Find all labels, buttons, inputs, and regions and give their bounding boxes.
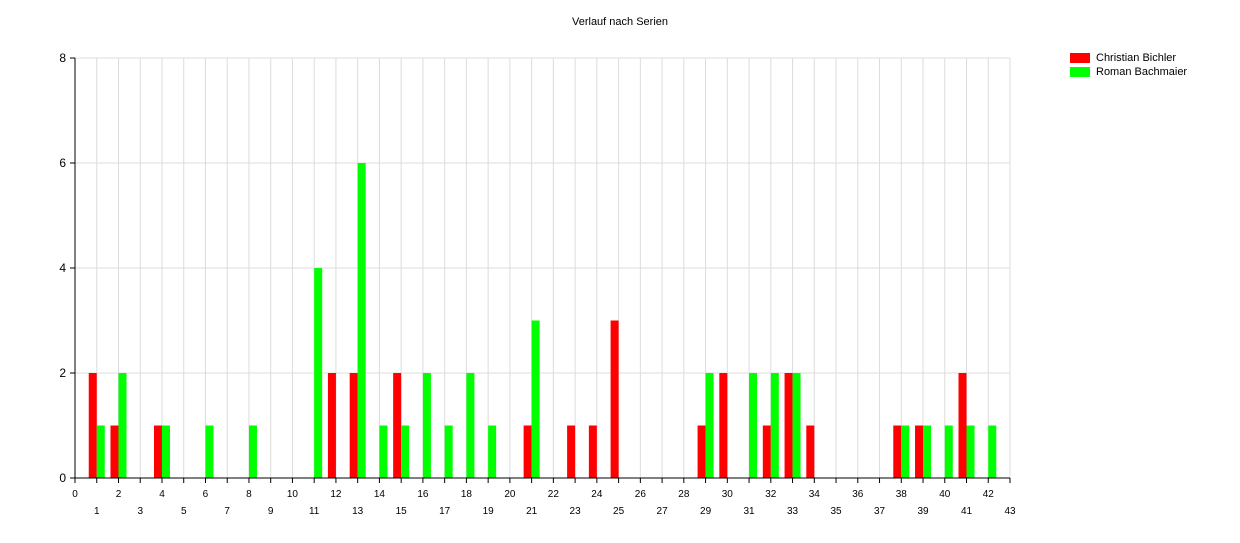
x-tick-label: 27 [657, 506, 669, 517]
bar-christian-bichler [349, 373, 358, 478]
x-tick-label: 21 [526, 506, 538, 517]
bar-roman-bachmaier [966, 425, 975, 478]
bar-christian-bichler [893, 425, 902, 478]
bar-christian-bichler [393, 373, 402, 478]
y-tick-label: 2 [59, 366, 66, 380]
x-tick-label: 26 [635, 489, 647, 500]
x-tick-label: 10 [287, 489, 299, 500]
bar-roman-bachmaier [488, 425, 497, 478]
x-tick-label: 18 [461, 489, 473, 500]
bar-christian-bichler [762, 425, 771, 478]
bar-roman-bachmaier [705, 373, 714, 478]
x-tick-label: 12 [330, 489, 342, 500]
bar-roman-bachmaier [401, 425, 410, 478]
x-tick-label: 4 [159, 489, 165, 500]
x-tick-label: 5 [181, 506, 187, 517]
x-tick-label: 40 [939, 489, 951, 500]
x-tick-label: 36 [852, 489, 864, 500]
x-tick-label: 8 [246, 489, 252, 500]
x-tick-label: 38 [896, 489, 908, 500]
bar-roman-bachmaier [422, 373, 431, 478]
bar-christian-bichler [327, 373, 336, 478]
x-tick-label: 2 [116, 489, 122, 500]
bar-roman-bachmaier [96, 425, 105, 478]
bar-christian-bichler [915, 425, 924, 478]
legend-swatch-roman-bachmaier [1070, 67, 1090, 77]
y-tick-label: 8 [59, 51, 66, 65]
bar-roman-bachmaier [531, 320, 540, 478]
x-tick-label: 11 [309, 506, 320, 517]
bar-roman-bachmaier [379, 425, 388, 478]
x-tick-label: 3 [137, 506, 143, 517]
y-tick-label: 6 [59, 156, 66, 170]
bar-roman-bachmaier [205, 425, 214, 478]
x-tick-label: 19 [483, 506, 495, 517]
bar-roman-bachmaier [314, 268, 323, 478]
legend-item-christian-bichler: Christian Bichler [1070, 51, 1187, 65]
x-tick-label: 34 [809, 489, 821, 500]
x-tick-label: 22 [548, 489, 560, 500]
x-tick-label: 9 [268, 506, 274, 517]
x-tick-label: 17 [439, 506, 451, 517]
x-tick-label: 14 [374, 489, 386, 500]
legend-item-roman-bachmaier: Roman Bachmaier [1070, 65, 1187, 79]
bar-christian-bichler [697, 425, 706, 478]
chart-title: Verlauf nach Serien [571, 16, 668, 28]
x-tick-label: 42 [983, 489, 995, 500]
y-tick-label: 0 [59, 471, 66, 485]
legend-label-christian-bichler: Christian Bichler [1096, 52, 1177, 64]
bar-roman-bachmaier [944, 425, 953, 478]
y-tick-label: 4 [59, 261, 66, 275]
x-tick-label: 30 [722, 489, 734, 500]
x-tick-label: 15 [396, 506, 408, 517]
legend-swatch-christian-bichler [1070, 53, 1090, 63]
bar-roman-bachmaier [161, 425, 170, 478]
bar-christian-bichler [784, 373, 793, 478]
bar-roman-bachmaier [248, 425, 257, 478]
x-tick-label: 0 [72, 489, 78, 500]
bar-roman-bachmaier [466, 373, 475, 478]
bar-christian-bichler [567, 425, 576, 478]
bar-roman-bachmaier [792, 373, 801, 478]
bar-roman-bachmaier [749, 373, 758, 478]
x-tick-label: 43 [1004, 506, 1016, 517]
x-tick-label: 33 [787, 506, 799, 517]
bar-roman-bachmaier [770, 373, 779, 478]
bar-christian-bichler [88, 373, 97, 478]
x-tick-label: 13 [352, 506, 364, 517]
bar-christian-bichler [588, 425, 597, 478]
x-tick-label: 32 [765, 489, 777, 500]
x-tick-label: 39 [917, 506, 929, 517]
x-tick-label: 1 [94, 506, 100, 517]
bar-christian-bichler [110, 425, 119, 478]
x-tick-label: 25 [613, 506, 625, 517]
x-tick-label: 35 [830, 506, 842, 517]
x-tick-label: 28 [678, 489, 690, 500]
bar-roman-bachmaier [923, 425, 932, 478]
x-tick-label: 23 [570, 506, 582, 517]
x-tick-label: 16 [417, 489, 429, 500]
legend-label-roman-bachmaier: Roman Bachmaier [1096, 66, 1188, 78]
legend: Christian Bichler Roman Bachmaier [1070, 51, 1187, 79]
bar-roman-bachmaier [988, 425, 997, 478]
bar-christian-bichler [958, 373, 967, 478]
bar-roman-bachmaier [444, 425, 453, 478]
bar-christian-bichler [806, 425, 815, 478]
x-tick-label: 31 [744, 506, 756, 517]
bar-roman-bachmaier [357, 163, 366, 478]
x-tick-label: 29 [700, 506, 712, 517]
bar-christian-bichler [610, 320, 619, 478]
x-tick-label: 24 [591, 489, 603, 500]
bar-roman-bachmaier [901, 425, 910, 478]
bar-roman-bachmaier [118, 373, 127, 478]
x-tick-label: 37 [874, 506, 886, 517]
x-tick-label: 20 [504, 489, 516, 500]
bar-christian-bichler [719, 373, 728, 478]
x-tick-label: 6 [203, 489, 209, 500]
bar-christian-bichler [523, 425, 532, 478]
x-tick-label: 41 [961, 506, 973, 517]
x-tick-label: 7 [224, 506, 230, 517]
bar-christian-bichler [153, 425, 162, 478]
